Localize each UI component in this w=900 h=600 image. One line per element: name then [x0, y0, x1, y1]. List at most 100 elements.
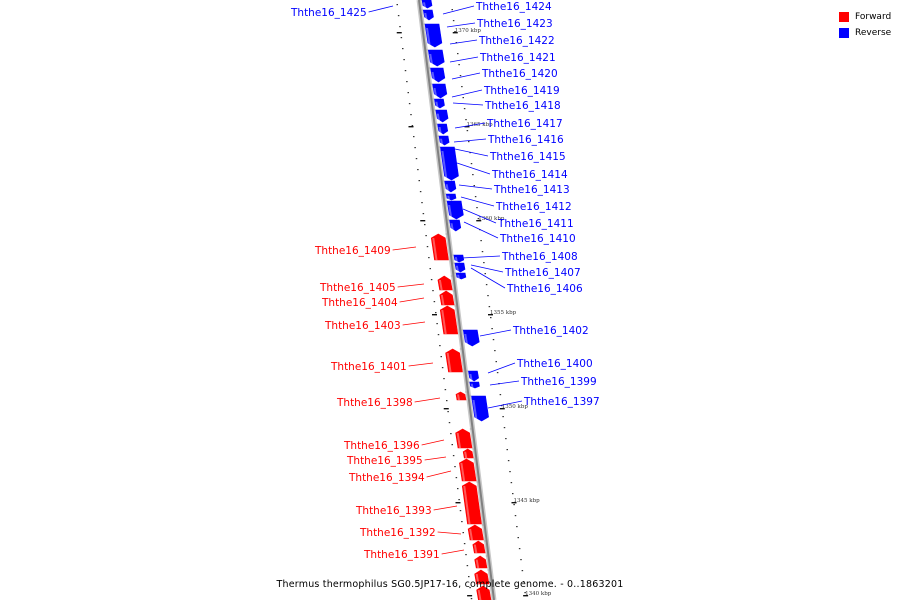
gene-arrow[interactable] [465, 370, 479, 382]
gene-arrow-body[interactable] [445, 193, 457, 201]
gene-arrow[interactable] [444, 200, 464, 220]
gene-label[interactable]: Ththe16_1411 [497, 218, 574, 230]
gene-arrow[interactable] [468, 395, 489, 422]
gene-label[interactable]: Ththe16_1417 [486, 118, 563, 130]
gene-label[interactable]: Ththe16_1412 [495, 201, 572, 213]
gene-label[interactable]: Ththe16_1414 [491, 169, 568, 181]
gene-arrow[interactable] [431, 98, 445, 109]
gene-label[interactable]: Ththe16_1406 [506, 283, 583, 295]
gene-label[interactable]: Ththe16_1408 [501, 251, 578, 263]
gene-arrow[interactable] [461, 481, 482, 525]
gene-arrow-body[interactable] [440, 146, 459, 181]
gene-arrow-body[interactable] [453, 254, 465, 263]
gene-arrow[interactable] [474, 569, 491, 585]
gene-label[interactable]: Ththe16_1418 [484, 100, 561, 112]
gene-arrow[interactable] [451, 262, 466, 273]
gene-arrow[interactable] [427, 67, 446, 83]
gene-label[interactable]: Ththe16_1410 [499, 233, 576, 245]
gene-arrow-body[interactable] [437, 123, 449, 135]
gene-arrow[interactable] [474, 555, 489, 569]
gene-label[interactable]: Ththe16_1405 [319, 282, 396, 294]
gene-label[interactable]: Ththe16_1391 [363, 549, 440, 561]
gene-arrow[interactable] [437, 146, 459, 181]
gene-arrow-body[interactable] [424, 23, 443, 48]
gene-label[interactable]: Ththe16_1416 [487, 134, 564, 146]
gene-arrow-body[interactable] [476, 585, 492, 600]
gene-arrow[interactable] [425, 49, 445, 67]
gene-arrow-body[interactable] [439, 305, 459, 335]
gene-arrow[interactable] [422, 23, 443, 48]
gene-arrow[interactable] [455, 428, 473, 449]
gene-arrow-body[interactable] [461, 481, 482, 525]
gene-label[interactable]: Ththe16_1402 [512, 325, 589, 337]
gene-arrow[interactable] [439, 305, 459, 335]
gene-label[interactable]: Ththe16_1424 [475, 1, 552, 13]
gene-label[interactable]: Ththe16_1396 [343, 440, 420, 452]
gene-arrow-body[interactable] [430, 233, 449, 261]
gene-arrow[interactable] [462, 448, 476, 459]
gene-label[interactable]: Ththe16_1415 [489, 151, 566, 163]
gene-arrow-body[interactable] [438, 135, 450, 146]
gene-label[interactable]: Ththe16_1409 [314, 245, 391, 257]
gene-label[interactable]: Ththe16_1407 [504, 267, 581, 279]
gene-arrow-body[interactable] [430, 67, 446, 83]
gene-arrow-body[interactable] [432, 83, 448, 99]
gene-arrow-body[interactable] [455, 428, 473, 449]
gene-label[interactable]: Ththe16_1422 [478, 35, 555, 47]
gene-arrow-body[interactable] [462, 329, 480, 347]
gene-arrow-body[interactable] [434, 98, 445, 109]
gene-label[interactable]: Ththe16_1395 [346, 455, 423, 467]
gene-label[interactable]: Ththe16_1419 [483, 85, 560, 97]
gene-arrow-body[interactable] [449, 219, 462, 232]
gene-arrow[interactable] [439, 290, 456, 306]
gene-arrow-body[interactable] [455, 272, 467, 280]
gene-label[interactable]: Ththe16_1413 [493, 184, 570, 196]
gene-arrow[interactable] [455, 391, 468, 401]
gene-arrow[interactable] [459, 458, 477, 482]
gene-arrow[interactable] [450, 254, 465, 263]
gene-arrow[interactable] [472, 540, 487, 554]
gene-arrow[interactable] [437, 275, 454, 291]
gene-arrow[interactable] [420, 9, 434, 21]
gene-label[interactable]: Ththe16_1394 [348, 472, 425, 484]
gene-arrow-body[interactable] [474, 555, 488, 569]
gene-label[interactable]: Ththe16_1420 [481, 68, 558, 80]
gene-arrow[interactable] [429, 83, 448, 99]
gene-arrow[interactable] [460, 329, 480, 347]
gene-arrow-body[interactable] [467, 524, 484, 541]
gene-arrow[interactable] [443, 193, 457, 201]
gene-arrow-body[interactable] [468, 370, 479, 382]
gene-label[interactable]: Ththe16_1421 [479, 52, 556, 64]
gene-arrow-body[interactable] [427, 49, 445, 67]
gene-label[interactable]: Ththe16_1423 [476, 18, 553, 30]
gene-arrow-body[interactable] [422, 9, 434, 21]
gene-arrow-body[interactable] [421, 0, 433, 9]
gene-arrow-body[interactable] [459, 458, 477, 482]
gene-arrow-body[interactable] [472, 540, 486, 554]
gene-arrow-body[interactable] [474, 569, 490, 585]
gene-arrow-body[interactable] [469, 381, 480, 389]
gene-arrow-body[interactable] [446, 200, 464, 220]
gene-arrow[interactable] [432, 109, 449, 123]
gene-label[interactable]: Ththe16_1399 [520, 376, 597, 388]
gene-arrow-body[interactable] [471, 395, 489, 422]
gene-arrow-body[interactable] [462, 448, 474, 459]
gene-arrow-body[interactable] [435, 109, 449, 123]
gene-arrow-body[interactable] [437, 275, 453, 291]
gene-arrow-body[interactable] [445, 348, 463, 373]
gene-arrow-body[interactable] [455, 391, 467, 401]
gene-label[interactable]: Ththe16_1392 [359, 527, 436, 539]
gene-arrow[interactable] [466, 381, 480, 389]
gene-arrow-body[interactable] [444, 180, 457, 193]
gene-label[interactable]: Ththe16_1425 [290, 7, 367, 19]
gene-arrow[interactable] [436, 135, 450, 146]
gene-label[interactable]: Ththe16_1400 [516, 358, 593, 370]
gene-arrow-body[interactable] [454, 262, 466, 273]
gene-arrow[interactable] [453, 272, 467, 280]
gene-label[interactable]: Ththe16_1397 [523, 396, 600, 408]
gene-arrow[interactable] [467, 524, 485, 541]
gene-arrow[interactable] [419, 0, 433, 9]
gene-label[interactable]: Ththe16_1398 [336, 397, 413, 409]
gene-arrow[interactable] [445, 348, 463, 373]
gene-label[interactable]: Ththe16_1401 [330, 361, 407, 373]
